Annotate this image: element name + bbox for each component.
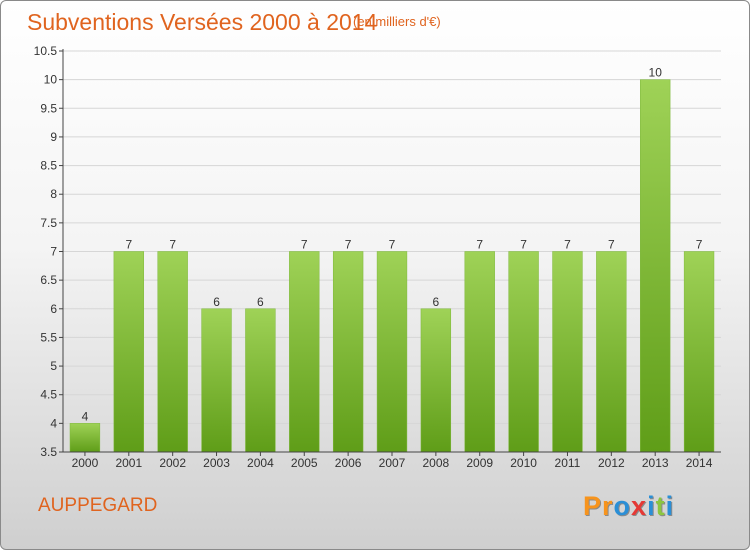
y-tick-label: 5.5 <box>40 330 57 344</box>
data-label: 7 <box>169 238 176 252</box>
logo-letter: i <box>665 491 675 521</box>
bar <box>332 251 364 453</box>
logo-letter: t <box>655 491 666 521</box>
chart-subtitle: (en milliers d'€) <box>353 14 441 29</box>
logo-letter: r <box>602 491 614 521</box>
y-tick-label: 5 <box>50 359 57 373</box>
x-tick-label: 2007 <box>379 456 406 470</box>
x-tick-label: 2008 <box>423 456 450 470</box>
x-tick-label: 2011 <box>555 456 581 470</box>
bar <box>464 251 495 453</box>
y-tick-label: 9.5 <box>40 101 57 115</box>
x-tick-label: 2009 <box>466 456 493 470</box>
data-label: 6 <box>213 295 220 309</box>
proxiti-logo: Proxiti <box>583 491 674 522</box>
bar <box>420 308 452 453</box>
y-tick-label: 6.5 <box>40 273 57 287</box>
data-label: 6 <box>433 295 440 309</box>
y-tick-label: 10.5 <box>34 44 58 58</box>
commune-name: AUPPEGARD <box>38 495 158 516</box>
x-tick-label: 2013 <box>642 456 669 470</box>
data-label: 10 <box>649 66 663 80</box>
x-tick-label: 2000 <box>72 456 99 470</box>
bars <box>69 79 715 453</box>
data-label: 7 <box>564 238 571 252</box>
axes <box>59 49 721 456</box>
x-tick-label: 2002 <box>159 456 186 470</box>
bar <box>683 251 715 453</box>
bar <box>552 251 583 453</box>
x-tick-label: 2005 <box>291 456 318 470</box>
y-tick-label: 8.5 <box>40 159 57 173</box>
y-tick-label: 8 <box>50 187 57 201</box>
data-label: 6 <box>257 295 264 309</box>
y-tick-label: 7 <box>50 245 57 259</box>
data-label: 7 <box>608 238 615 252</box>
data-label: 7 <box>520 238 527 252</box>
bar <box>289 251 320 453</box>
y-tick-label: 3.5 <box>40 445 57 459</box>
data-label: 7 <box>345 238 352 252</box>
data-label: 4 <box>82 409 89 423</box>
y-tick-label: 9 <box>50 130 57 144</box>
bar <box>245 308 276 453</box>
y-tick-label: 4 <box>50 416 57 430</box>
logo-letter: i <box>647 491 656 521</box>
bar <box>157 251 188 453</box>
x-tick-label: 2014 <box>686 456 713 470</box>
bar <box>596 251 627 453</box>
logo-letter: P <box>583 491 603 521</box>
data-label: 7 <box>389 238 396 252</box>
data-label: 7 <box>125 238 132 252</box>
data-label: 7 <box>301 238 308 252</box>
data-label: 7 <box>696 238 703 252</box>
logo-letter: x <box>631 491 648 521</box>
bar <box>201 308 232 453</box>
x-tick-label: 2004 <box>247 456 274 470</box>
logo-letter: o <box>613 491 632 521</box>
x-tick-label: 2001 <box>115 456 142 470</box>
labels: 3.5 4 4.5 5 5.5 6 6.5 7 7.5 8 8.5 9 9.5 10 10.5 4 2000 7 2… <box>34 44 713 470</box>
bar <box>376 251 408 453</box>
y-tick-label: 4.5 <box>40 388 57 402</box>
x-tick-label: 2006 <box>335 456 362 470</box>
bar <box>69 423 101 453</box>
bar <box>508 251 539 453</box>
x-tick-label: 2012 <box>598 456 625 470</box>
bar <box>113 251 144 453</box>
y-tick-label: 10 <box>44 73 58 87</box>
y-tick-label: 7.5 <box>40 216 57 230</box>
x-tick-label: 2010 <box>510 456 537 470</box>
chart-title: Subventions Versées 2000 à 2014 <box>27 9 378 35</box>
x-tick-label: 2003 <box>203 456 230 470</box>
bar <box>640 79 671 453</box>
y-tick-label: 6 <box>50 302 57 316</box>
data-label: 7 <box>476 238 483 252</box>
